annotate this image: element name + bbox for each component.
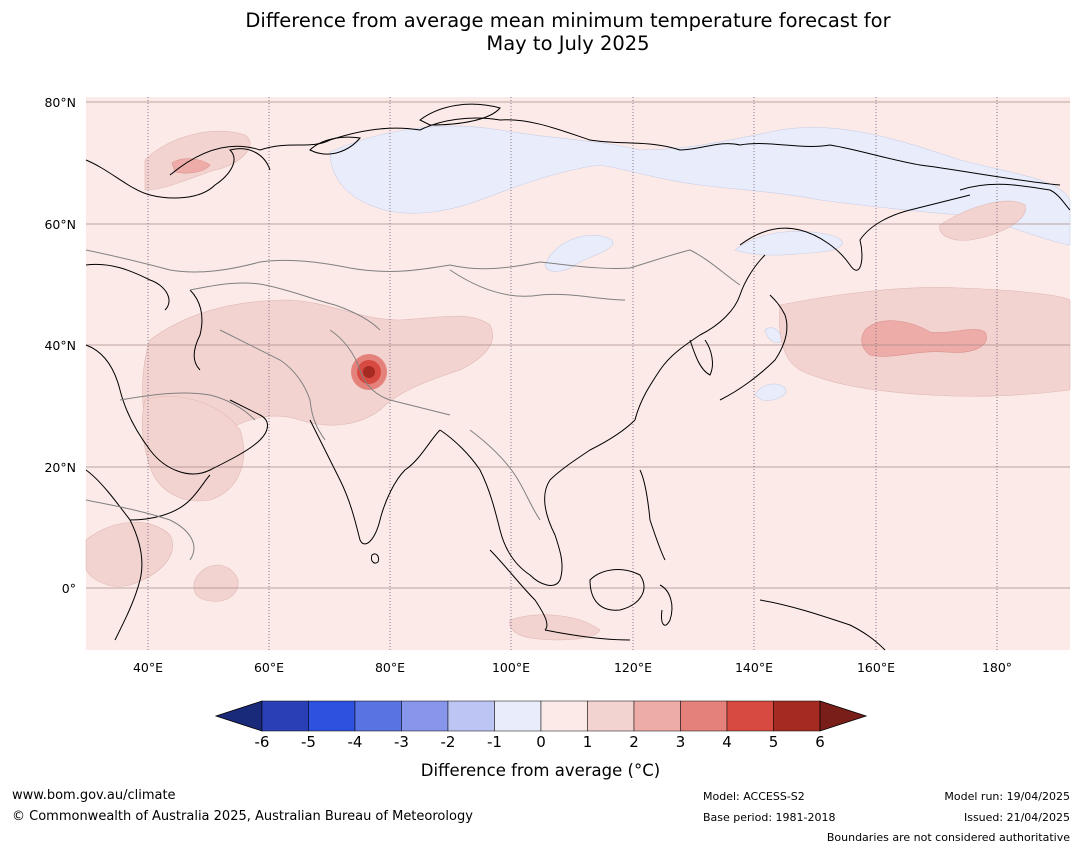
colorbar-tick-label: 0 [536,733,546,751]
colorbar-cell [354,700,402,732]
colorbar-cell [540,700,588,732]
coast-borneo [589,569,645,611]
model-name: Model: ACCESS-S2 [703,790,805,803]
cool-anomaly-north-pacific [754,383,787,401]
colorbar-label: Difference from average (°C) [420,761,661,780]
colorbar-cell [773,700,821,732]
warm-anomaly-indonesia [509,614,601,641]
meridians [147,97,998,650]
cool-anomaly-kamchatka [734,231,843,256]
lon-label-120e: 120°E [613,660,652,675]
boundary-africa [85,499,195,561]
coast-taymyr [419,103,501,126]
warm-anomaly-arabia [141,395,244,502]
coast-okhotsk-kamchatka [739,194,971,271]
coast-taiwan-philippines [639,469,666,561]
warm-anomaly-far-east [939,200,1026,241]
cool-anomaly-mongolia [544,235,614,272]
map-title: Difference from average mean minimum tem… [0,9,1081,55]
warm-anomaly-scandinavia-core [171,158,211,174]
coast-black-caspian [85,263,203,371]
coast-new-guinea [759,599,886,651]
model-run: Model run: 19/04/2025 [944,790,1070,803]
colorbar-tick-label: -4 [347,733,363,751]
coastlines [85,103,1071,651]
colorbar-tick-label: -5 [301,733,316,751]
coast-sumatra [489,549,548,631]
colorbar-tick-label: 6 [815,733,825,751]
colorbar-arrow-high [819,700,868,732]
colorbar-tick-label: 2 [629,733,639,751]
lon-label-80e: 80°E [374,660,406,675]
colorbar-tick-label: 3 [675,733,686,751]
colorbar-cell [587,700,635,732]
bom-url[interactable]: www.bom.gov.au/climate [12,788,176,803]
copyright: © Commonwealth of Australia 2025, Austra… [12,809,473,824]
boundary-iran-afghanistan [219,329,326,441]
title-line-2: May to July 2025 [486,32,650,55]
warm-anomaly-east-africa [85,522,173,587]
hotspot-inner [363,366,375,378]
colorbar-cell [494,700,542,732]
colorbar-arrow-low [214,700,263,732]
coast-chukotka [959,183,1071,211]
coast-arctic [169,117,1061,186]
coast-china-east [634,254,766,421]
coast-sulawesi [659,584,673,626]
lat-label-80n: 80°N [44,95,76,110]
colorbar-tick-label: 1 [582,733,593,751]
coast-middle-east [85,344,268,475]
colorbar-tick-label: -6 [254,733,270,751]
warm-anomaly-pacific-core [861,320,987,357]
boundaries-disclaimer: Boundaries are not considered authoritat… [826,831,1070,844]
coast-japan [719,294,788,401]
boundary-china-west [329,329,451,416]
colorbar-tick-label: -1 [487,733,502,751]
colorbar-cell [680,700,728,732]
colorbar-cell [261,700,309,732]
coast-southeast-asia [439,419,636,586]
lon-label-180: 180° [981,660,1013,675]
coast-novaya-zemlya [309,136,361,155]
colorbar-tick-label: 5 [768,733,779,751]
boundary-se-asia [469,429,541,521]
coast-india [309,419,441,545]
coast-sri-lanka [371,553,379,564]
forecast-map [85,97,1071,651]
boundary-kazakhstan [189,282,381,331]
boundary-russia-south [85,249,741,286]
boundaries [85,249,741,561]
title-line-1: Difference from average mean minimum tem… [245,9,891,32]
base-period: Base period: 1981-2018 [703,811,836,824]
lon-label-160e: 160°E [856,660,895,675]
lat-label-40n: 40°N [44,338,76,353]
boundary-middle-east [119,392,256,421]
lon-label-60e: 60°E [253,660,285,675]
lon-label-100e: 100°E [491,660,530,675]
coast-europe-scandinavia [85,148,271,199]
colorbar-cell [308,700,356,732]
coast-horn-africa [129,474,211,521]
warm-anomaly-indian-ocean [193,564,239,602]
colorbar-cell [447,700,495,732]
lat-label-60n: 60°N [44,217,76,232]
boundary-mongolia [449,269,626,301]
colorbar-cell [633,700,681,732]
coast-africa-east [85,469,143,641]
colorbar-tick-label: -3 [394,733,409,751]
issued-date: Issued: 21/04/2025 [963,811,1070,824]
coast-korea [689,339,713,376]
colorbar-cell [401,700,449,732]
colorbar-cell [726,700,774,732]
lat-label-20n: 20°N [44,460,76,475]
lon-label-40e: 40°E [132,660,164,675]
colorbar-tick-label: -2 [440,733,456,751]
coast-java [544,629,631,641]
lon-label-140e: 140°E [734,660,773,675]
colorbar-tick-label: 4 [722,733,732,751]
lat-label-0: 0° [61,581,76,596]
